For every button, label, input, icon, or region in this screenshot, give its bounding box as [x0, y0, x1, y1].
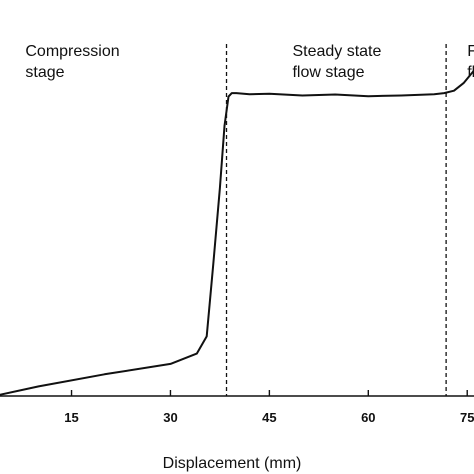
x-tick-label: 30 — [163, 410, 177, 425]
x-axis-title: Displacement (mm) — [163, 455, 302, 472]
stage-label-line: flow stage — [292, 64, 364, 81]
x-tick-label: 45 — [262, 410, 276, 425]
stage-label-line: fl — [467, 64, 474, 81]
stage-boundaries — [225, 44, 447, 396]
x-axis: 15 30 45 60 75 — [0, 390, 474, 425]
stage-label-line: Steady state — [292, 43, 381, 60]
stage-label-line: F — [467, 43, 474, 60]
x-tick-label: 75 — [460, 410, 474, 425]
stage-label: Compression stage — [25, 43, 119, 81]
stage-label: Steady state flow stage — [292, 43, 381, 81]
series-line — [0, 69, 474, 396]
series — [0, 69, 474, 396]
stage-label-line: Compression — [25, 43, 119, 60]
x-tick-label: 15 — [64, 410, 78, 425]
stage-labels: Compression stage Steady state flow stage F f… — [25, 43, 474, 81]
stage-label-line: stage — [25, 64, 64, 81]
x-tick-label: 60 — [361, 410, 375, 425]
